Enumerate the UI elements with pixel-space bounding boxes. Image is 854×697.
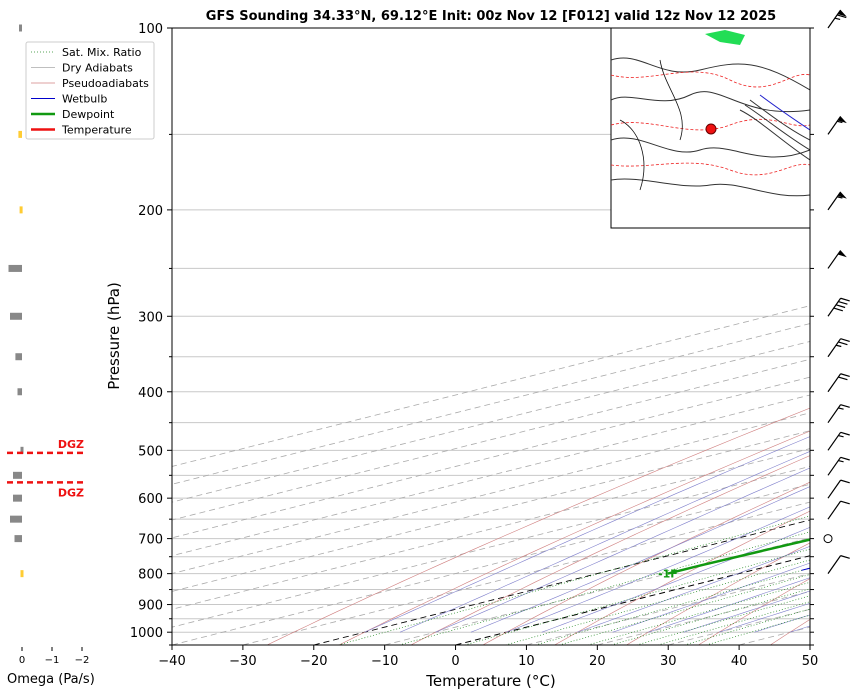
y-tick-label: 300 xyxy=(138,310,163,325)
omega-tick-label: −2 xyxy=(75,655,90,666)
legend-label: Wetbulb xyxy=(62,93,107,106)
wind-barb xyxy=(824,535,832,543)
omega-bar xyxy=(13,495,22,502)
mixing-ratio-line xyxy=(505,450,854,645)
mixing-ratio-line xyxy=(611,450,854,645)
x-axis-label: Temperature (°C) xyxy=(425,672,555,690)
wind-barb xyxy=(828,10,848,33)
legend-label: Dewpoint xyxy=(62,108,115,121)
wind-barb xyxy=(828,553,850,579)
wind-barb xyxy=(828,250,848,273)
barb-flag xyxy=(841,478,850,486)
x-tick-label: 40 xyxy=(731,654,748,669)
mixing-ratio-line xyxy=(684,450,854,645)
barb-shaft xyxy=(828,405,841,423)
x-tick-label: −20 xyxy=(300,654,327,669)
wind-barb xyxy=(828,478,850,504)
wind-barb xyxy=(828,430,850,456)
y-tick-label: 700 xyxy=(138,533,163,548)
x-tick-label: 20 xyxy=(589,654,606,669)
omega-bar xyxy=(13,472,22,479)
wind-barb xyxy=(828,192,848,215)
dgz-label: DGZ xyxy=(58,486,84,499)
isotherm-line xyxy=(810,28,854,645)
legend: Sat. Mix. Ratio Dry Adiabats Pseudoadiabat… xyxy=(26,42,154,139)
omega-bar xyxy=(18,131,22,138)
omega-bar xyxy=(20,206,23,213)
wind-barb xyxy=(828,455,850,481)
barb-shaft xyxy=(828,374,841,392)
surface-dewpoint-label: -1F xyxy=(658,568,678,581)
x-axis-ticks: −40 −30 −20 −10 0 10 20 30 40 50 xyxy=(158,645,818,669)
chart-title: GFS Sounding 34.33°N, 69.12°E Init: 00z … xyxy=(206,9,776,24)
barb-shaft xyxy=(828,298,841,316)
x-tick-label: −30 xyxy=(229,654,256,669)
inset-map xyxy=(611,28,810,228)
y-tick-label: 900 xyxy=(138,599,163,614)
legend-label: Sat. Mix. Ratio xyxy=(62,46,142,59)
x-tick-label: −40 xyxy=(158,654,185,669)
barb-shaft xyxy=(828,432,841,450)
mixing-ratio-line xyxy=(588,450,854,645)
wind-barb xyxy=(828,402,850,428)
wind-barb xyxy=(828,116,848,139)
barb-shaft xyxy=(828,116,841,134)
y-tick-label: 400 xyxy=(138,386,163,401)
omega-axis-label: Omega (Pa/s) xyxy=(7,672,95,687)
y-tick-label: 500 xyxy=(138,444,163,459)
barb-shaft xyxy=(828,501,841,519)
barb-flag xyxy=(841,499,850,507)
wind-barb xyxy=(828,371,850,397)
y-tick-label: 100 xyxy=(138,22,163,37)
y-axis-label: Pressure (hPa) xyxy=(105,282,123,390)
omega-bar xyxy=(9,265,23,272)
barb-shaft xyxy=(828,250,841,268)
y-tick-label: 1000 xyxy=(130,626,163,641)
x-tick-label: −10 xyxy=(371,654,398,669)
legend-label: Dry Adiabats xyxy=(62,62,133,75)
wind-barbs xyxy=(824,10,850,579)
x-tick-label: 30 xyxy=(660,654,677,669)
legend-label: Pseudoadiabats xyxy=(62,77,149,90)
barb-shaft xyxy=(828,556,841,574)
wind-barb xyxy=(828,336,850,362)
omega-bar xyxy=(10,313,22,320)
omega-tick-label: 0 xyxy=(19,655,25,666)
barb-shaft xyxy=(828,457,841,475)
barb-flag xyxy=(841,553,850,561)
omega-bar xyxy=(19,25,22,32)
x-tick-label: 50 xyxy=(802,654,819,669)
omega-bar xyxy=(18,388,23,395)
barb-shaft xyxy=(828,480,841,498)
omega-bar xyxy=(21,570,24,577)
calm-circle xyxy=(824,535,832,543)
x-tick-label: 0 xyxy=(451,654,459,669)
y-tick-label: 600 xyxy=(138,492,163,507)
wind-barb xyxy=(828,499,850,525)
x-tick-label: 10 xyxy=(518,654,535,669)
omega-bar xyxy=(15,353,22,360)
omega-bar xyxy=(15,535,23,542)
wind-barb xyxy=(828,296,850,322)
barb-shaft xyxy=(828,192,841,210)
barb-shaft xyxy=(828,339,841,357)
legend-label: Temperature xyxy=(61,124,132,137)
dgz-label: DGZ xyxy=(58,438,84,451)
mixing-ratio-line xyxy=(465,450,854,645)
y-tick-label: 800 xyxy=(138,568,163,583)
y-tick-label: 200 xyxy=(138,204,163,219)
omega-bar xyxy=(10,516,22,523)
omega-tick-label: −1 xyxy=(45,655,60,666)
